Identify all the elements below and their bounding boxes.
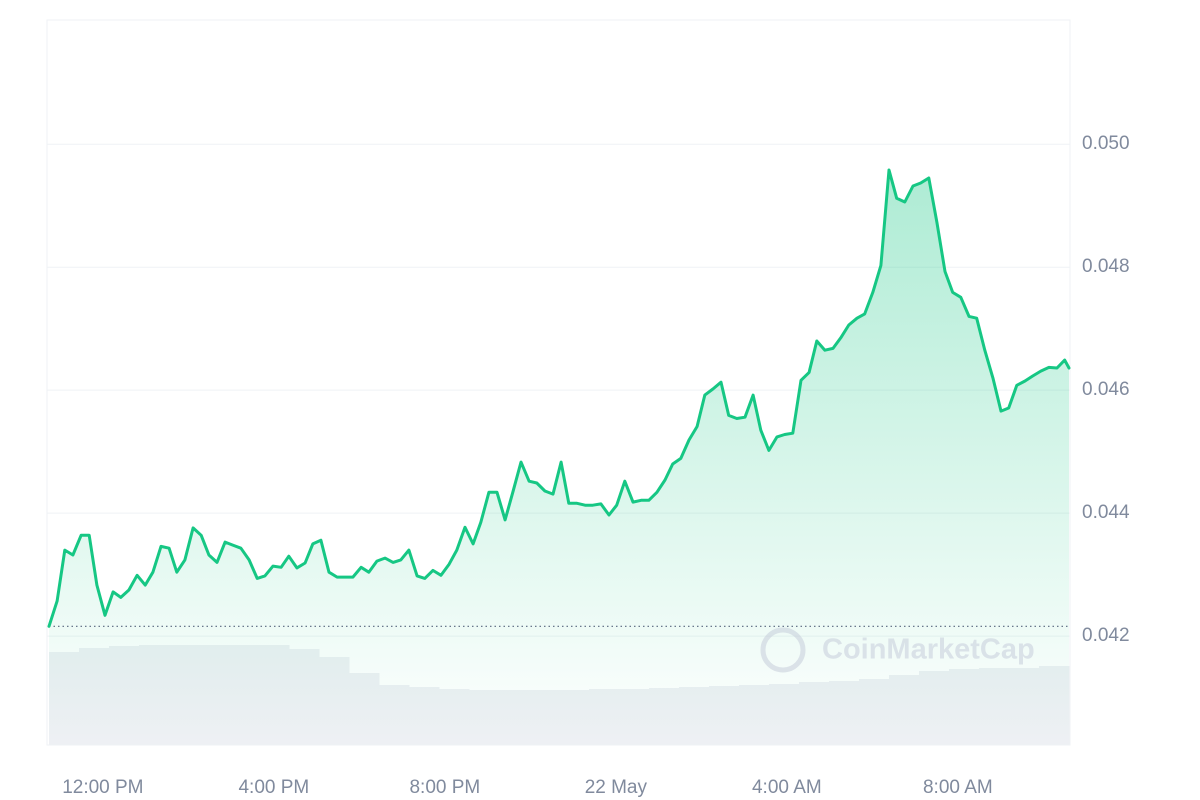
y-tick-label: 0.042 [1082,625,1130,646]
x-tick-label: 22 May [585,777,648,798]
y-tick-label: 0.044 [1082,502,1130,523]
x-tick-label: 4:00 PM [238,777,309,798]
watermark-logo [760,627,806,673]
x-tick-label: 8:00 PM [409,777,480,798]
watermark: CoinMarketCap [760,627,1035,673]
area [49,170,1069,745]
x-tick-label: 12:00 PM [62,777,143,798]
y-tick-label: 0.050 [1082,133,1130,154]
price-line [47,168,1071,628]
x-tick-label: 4:00 AM [752,777,822,798]
x-tick-label: 8:00 AM [923,777,993,798]
y-tick-label: 0.046 [1082,379,1130,400]
watermark-text: CoinMarketCap [822,634,1035,666]
y-tick-label: 0.048 [1082,256,1130,277]
